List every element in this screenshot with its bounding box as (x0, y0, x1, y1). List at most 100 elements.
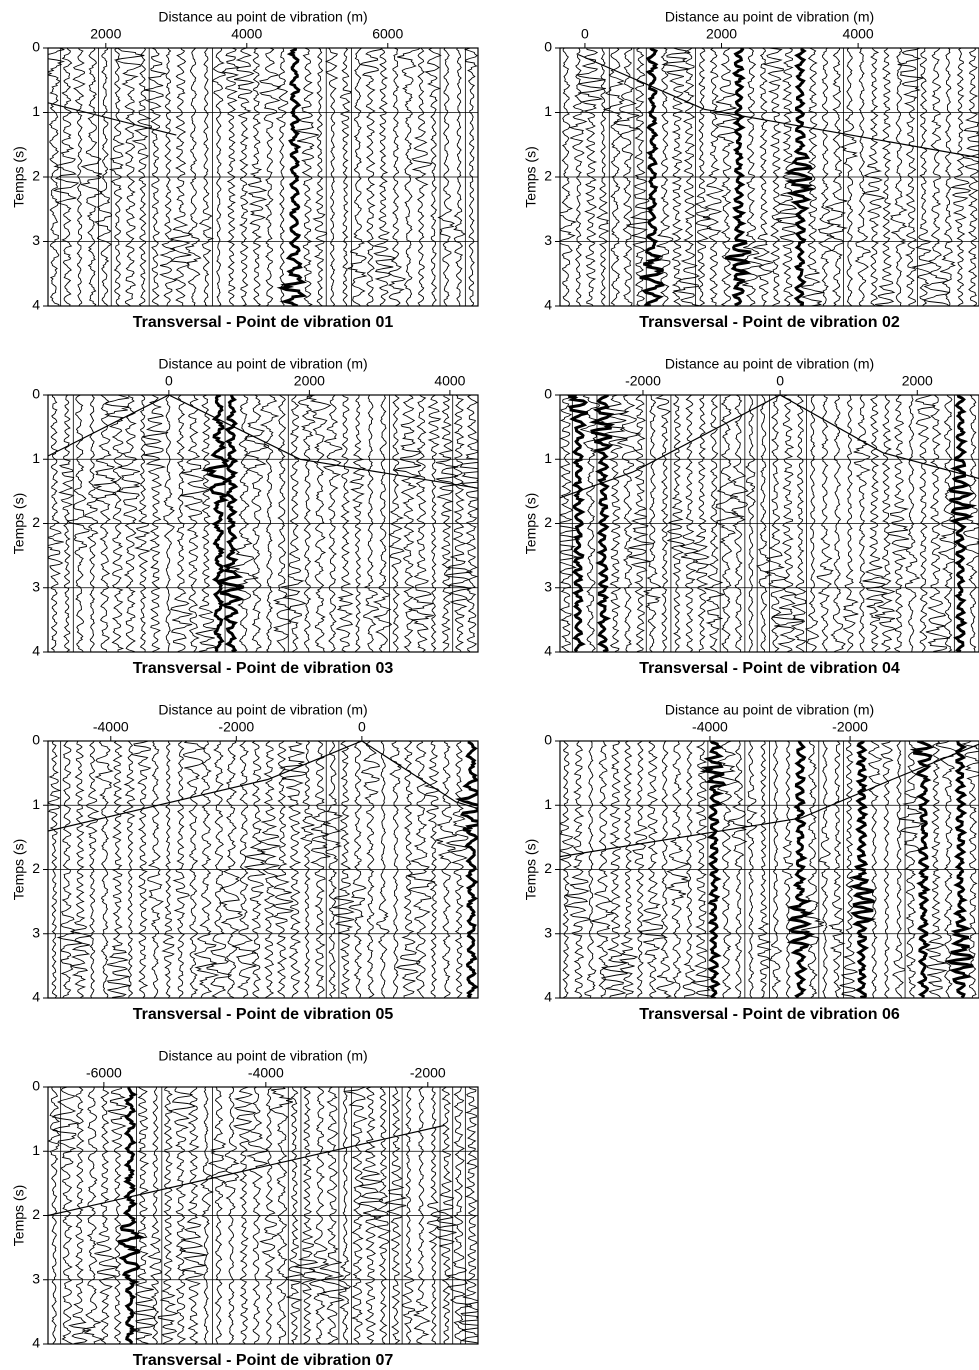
panel: 0 1 2 3 4 2000 4000 6000 Distance au point de vi… (11, 9, 479, 331)
x-tick-label: 4000 (231, 26, 262, 42)
y-axis-label: Temps (s) (523, 493, 539, 554)
x-tick-label: 2000 (90, 26, 121, 42)
y-axis-label: Temps (s) (523, 839, 539, 900)
x-tick-label: 6000 (372, 26, 403, 42)
x-axis-label: Distance au point de vibration (m) (158, 1048, 367, 1064)
x-tick-label: 4000 (843, 26, 874, 42)
y-tick-label: 3 (32, 232, 40, 248)
trace (560, 395, 581, 652)
y-tick-label: 1 (544, 103, 552, 119)
arrival-line (48, 741, 478, 832)
plot-frame (559, 740, 979, 999)
plot-area (48, 741, 478, 998)
x-tick-label: -6000 (86, 1065, 122, 1081)
y-tick-label: 1 (32, 450, 40, 466)
arrival-line (48, 1124, 445, 1217)
plot-frame (47, 740, 479, 999)
y-tick-label: 2 (544, 168, 552, 184)
y-axis-label: Temps (s) (11, 1185, 27, 1246)
x-tick-label: -2000 (218, 719, 254, 735)
arrival-line (560, 743, 979, 858)
y-tick-label: 0 (544, 732, 552, 748)
arrival-line (577, 53, 979, 159)
plot-area (560, 741, 979, 998)
y-tick-label: 2 (32, 1206, 40, 1222)
x-tick-label: 0 (165, 373, 173, 389)
y-tick-label: 3 (544, 578, 552, 594)
y-tick-label: 4 (32, 643, 40, 659)
y-tick-label: 2 (544, 514, 552, 530)
chart-title: Transversal - Point de vibration 06 (639, 1006, 900, 1023)
arrival-line (48, 395, 478, 489)
chart-title: Transversal - Point de vibration 04 (639, 660, 900, 677)
plot-area (48, 395, 478, 652)
y-tick-label: 1 (32, 103, 40, 119)
y-tick-label: 3 (32, 578, 40, 594)
plot-area (560, 395, 979, 652)
y-tick-label: 2 (32, 860, 40, 876)
arrival-line (560, 395, 979, 499)
y-axis-label: Temps (s) (523, 146, 539, 207)
y-axis-label: Temps (s) (11, 839, 27, 900)
y-tick-label: 0 (544, 386, 552, 402)
y-tick-label: 4 (32, 989, 40, 1005)
y-tick-label: 1 (544, 450, 552, 466)
panel: 0 1 2 3 4 -2000 0 2000 Distance au point de vibr… (523, 356, 979, 677)
x-axis-label: Distance au point de vibration (m) (665, 702, 874, 718)
y-tick-label: 0 (544, 39, 552, 55)
plot-area (48, 1087, 478, 1344)
y-tick-label: 4 (32, 297, 40, 313)
y-tick-label: 1 (32, 1142, 40, 1158)
chart-title: Transversal - Point de vibration 07 (133, 1352, 394, 1369)
y-tick-label: 3 (544, 232, 552, 248)
chart-title: Transversal - Point de vibration 01 (133, 314, 394, 331)
y-tick-label: 2 (544, 860, 552, 876)
y-axis-label: Temps (s) (11, 493, 27, 554)
x-tick-label: -4000 (93, 719, 129, 735)
y-tick-label: 3 (32, 924, 40, 940)
x-tick-label: 0 (581, 26, 589, 42)
chart-title: Transversal - Point de vibration 02 (639, 314, 900, 331)
y-tick-label: 3 (32, 1270, 40, 1286)
chart-title: Transversal - Point de vibration 05 (133, 1006, 394, 1023)
x-tick-label: 0 (776, 373, 784, 389)
x-axis-label: Distance au point de vibration (m) (158, 702, 367, 718)
x-axis-label: Distance au point de vibration (m) (665, 9, 874, 25)
y-tick-label: 0 (32, 386, 40, 402)
plot-area (560, 48, 979, 306)
x-axis-label: Distance au point de vibration (m) (665, 356, 874, 372)
y-tick-label: 0 (32, 39, 40, 55)
x-tick-label: 0 (358, 719, 366, 735)
x-axis-label: Distance au point de vibration (m) (158, 9, 367, 25)
y-tick-label: 0 (32, 732, 40, 748)
plot-frame (559, 47, 979, 307)
plot-frame (559, 394, 979, 653)
x-tick-label: 4000 (434, 373, 465, 389)
chart-title: Transversal - Point de vibration 03 (133, 660, 394, 677)
y-tick-label: 0 (32, 1078, 40, 1094)
y-tick-label: 4 (544, 989, 552, 1005)
x-tick-label: -2000 (410, 1065, 446, 1081)
arrival-line (48, 102, 177, 136)
x-tick-label: 2000 (294, 373, 325, 389)
panel: 0 1 2 3 4 0 2000 4000 Distance au point de vibra… (11, 356, 479, 677)
plot-frame (47, 1086, 479, 1345)
x-tick-label: -4000 (248, 1065, 284, 1081)
y-tick-label: 2 (32, 514, 40, 530)
y-tick-label: 2 (32, 168, 40, 184)
x-axis-label: Distance au point de vibration (m) (158, 356, 367, 372)
y-axis-label: Temps (s) (11, 146, 27, 207)
y-tick-label: 4 (544, 297, 552, 313)
panel: 0 1 2 3 4 -6000 -4000 -2000 Distance au point de… (11, 1048, 479, 1369)
y-tick-label: 4 (544, 643, 552, 659)
x-tick-label: -2000 (625, 373, 661, 389)
x-tick-label: 2000 (706, 26, 737, 42)
plot-frame (47, 394, 479, 653)
y-tick-label: 3 (544, 924, 552, 940)
plot-frame (47, 47, 479, 307)
y-tick-label: 1 (32, 796, 40, 812)
